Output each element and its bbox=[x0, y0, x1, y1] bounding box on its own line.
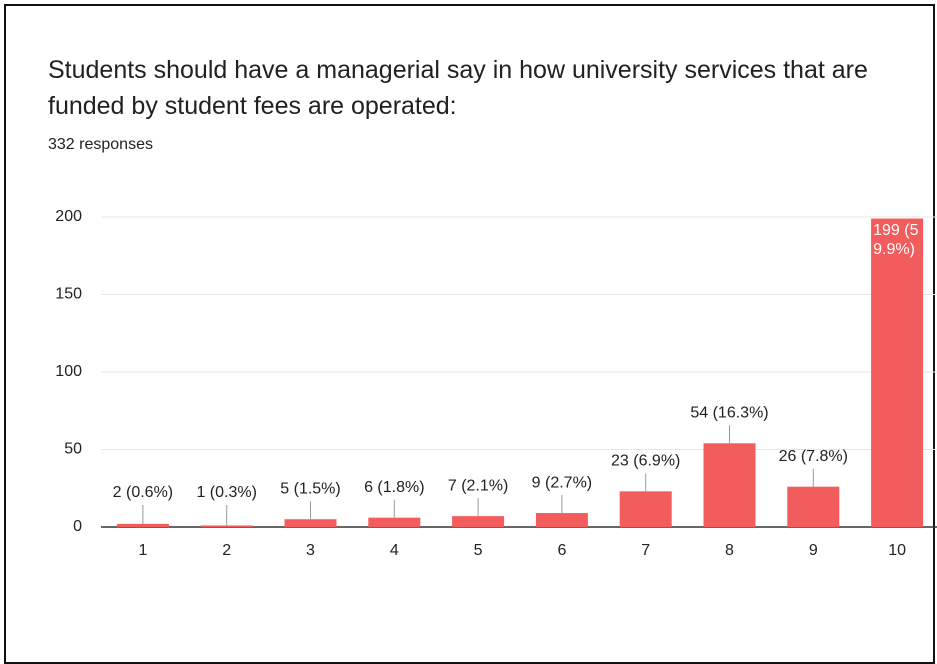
value-label: 1 (0.3%) bbox=[196, 484, 256, 501]
x-tick-label: 5 bbox=[474, 542, 483, 559]
bar bbox=[116, 523, 169, 527]
x-tick-label: 7 bbox=[641, 542, 650, 559]
value-label: 7 (2.1%) bbox=[448, 477, 508, 494]
y-tick-label: 200 bbox=[55, 208, 82, 225]
value-label: 23 (6.9%) bbox=[611, 453, 680, 470]
y-tick-label: 50 bbox=[64, 441, 82, 458]
y-tick-label: 0 bbox=[73, 518, 82, 535]
bar bbox=[368, 517, 421, 527]
bar bbox=[703, 443, 756, 527]
x-tick-label: 1 bbox=[138, 542, 147, 559]
bar bbox=[619, 491, 672, 527]
y-tick-label: 100 bbox=[55, 363, 82, 380]
x-tick-label: 2 bbox=[222, 542, 231, 559]
x-tick-label: 3 bbox=[306, 542, 315, 559]
x-tick-label: 6 bbox=[557, 542, 566, 559]
chart-title: Students should have a managerial say in… bbox=[48, 56, 868, 120]
bar bbox=[535, 513, 588, 527]
value-label: 2 (0.6%) bbox=[113, 484, 173, 501]
x-tick-label: 9 bbox=[809, 542, 818, 559]
bar bbox=[452, 516, 505, 527]
bar bbox=[871, 218, 924, 528]
value-label: 5 (1.5%) bbox=[280, 480, 340, 497]
y-tick-label: 150 bbox=[55, 286, 82, 303]
x-tick-label: 10 bbox=[888, 542, 906, 559]
bar bbox=[284, 519, 337, 527]
value-label: 199 (59.9%) bbox=[873, 221, 919, 258]
chart-subtitle: 332 responses bbox=[48, 136, 153, 153]
value-label: 26 (7.8%) bbox=[779, 448, 848, 465]
x-tick-label: 8 bbox=[725, 542, 734, 559]
value-label: 9 (2.7%) bbox=[532, 474, 592, 491]
x-tick-label: 4 bbox=[390, 542, 399, 559]
value-label-box: 199 (59.9%) bbox=[873, 221, 919, 258]
bar bbox=[200, 525, 253, 527]
value-label: 54 (16.3%) bbox=[690, 405, 768, 422]
value-label: 6 (1.8%) bbox=[364, 479, 424, 496]
bar bbox=[787, 486, 840, 527]
